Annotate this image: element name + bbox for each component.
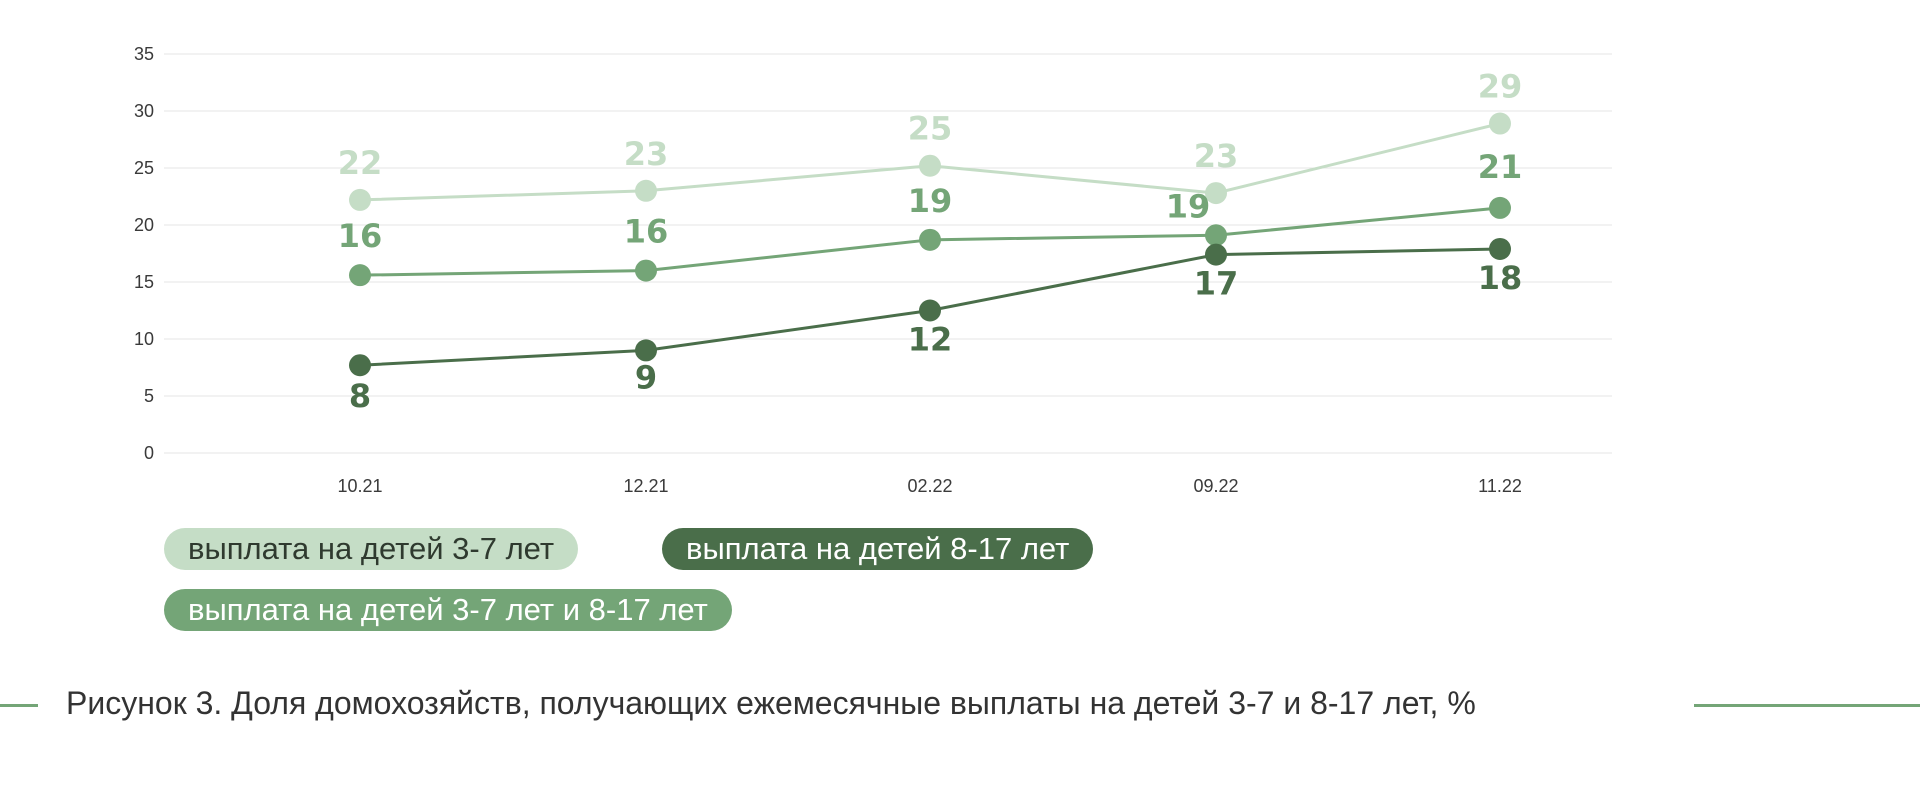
caption-divider-left: [0, 704, 38, 707]
y-tick-label: 15: [134, 272, 154, 292]
data-point: [1205, 224, 1227, 247]
y-tick-label: 10: [134, 329, 154, 349]
x-tick-label: 09.22: [1193, 476, 1238, 496]
data-label: 21: [1478, 148, 1523, 186]
data-point: [919, 299, 941, 322]
series-points: [349, 112, 1511, 377]
data-point: [919, 228, 941, 251]
data-label: 16: [338, 217, 383, 255]
y-tick-label: 20: [134, 215, 154, 235]
data-label: 25: [908, 110, 953, 148]
data-label: 22: [338, 144, 383, 182]
x-tick-label: 11.22: [1478, 476, 1522, 496]
data-point: [1489, 196, 1511, 219]
x-tick-label: 12.21: [623, 476, 668, 496]
data-labels: 22 23 25 23 29 16 16 19 19 21 8 9 12 17 18: [338, 68, 1523, 416]
legend-item-3-7-and-8-17: выплата на детей 3-7 лет и 8-17 лет: [164, 589, 732, 631]
data-point: [1489, 237, 1511, 260]
legend-item-3-7: выплата на детей 3-7 лет: [164, 528, 579, 570]
y-tick-label: 0: [144, 443, 154, 463]
data-label: 9: [635, 358, 657, 396]
legend-item-8-17: выплата на детей 8-17 лет: [662, 528, 1094, 570]
figure-caption-row: Рисунок 3. Доля домохозяйств, получающих…: [0, 680, 1920, 730]
data-label: 16: [624, 213, 669, 251]
data-label: 17: [1194, 265, 1239, 303]
x-axis-tick-labels: 10.21 12.21 02.22 09.22 11.22: [337, 476, 1521, 496]
y-tick-label: 25: [134, 158, 154, 178]
data-label: 19: [908, 182, 953, 220]
y-tick-label: 30: [134, 101, 154, 121]
data-point: [349, 354, 371, 377]
data-point: [1489, 112, 1511, 135]
data-label: 29: [1478, 68, 1523, 106]
y-axis-tick-labels: 0 5 10 15 20 25 30 35: [134, 44, 154, 463]
x-tick-label: 02.22: [907, 476, 952, 496]
data-point: [919, 154, 941, 177]
caption-divider-right: [1694, 704, 1920, 707]
y-tick-label: 5: [144, 386, 154, 406]
data-label: 19: [1166, 187, 1211, 225]
figure-caption: Рисунок 3. Доля домохозяйств, получающих…: [66, 685, 1476, 721]
data-label: 23: [1194, 137, 1239, 175]
data-label: 18: [1478, 259, 1523, 297]
data-point: [1205, 243, 1227, 266]
y-tick-label: 35: [134, 44, 154, 64]
x-tick-label: 10.21: [337, 476, 382, 496]
data-point: [1205, 182, 1227, 205]
data-point: [349, 264, 371, 287]
data-point: [635, 339, 657, 362]
data-point: [635, 259, 657, 282]
data-label: 8: [349, 377, 371, 415]
data-label: 23: [624, 135, 669, 173]
data-point: [349, 188, 371, 211]
data-point: [635, 179, 657, 202]
data-label: 12: [908, 321, 953, 359]
line-chart: 0 5 10 15 20 25 30 35 10.21 12.21 02.22 09.22 11.22…: [134, 44, 1612, 496]
